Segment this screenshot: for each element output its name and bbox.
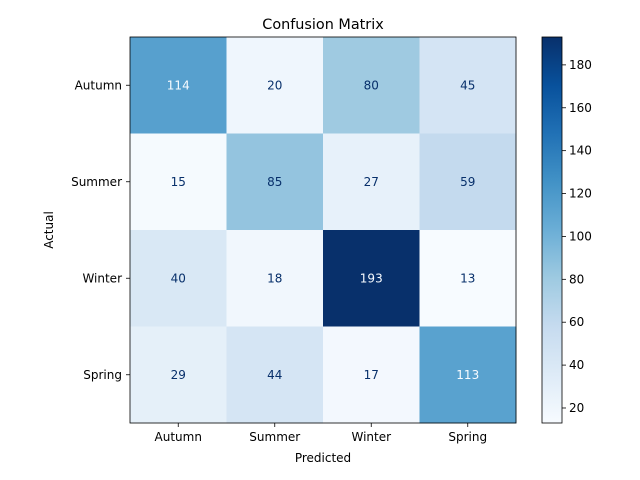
cell-value-label: 27 <box>364 175 379 189</box>
colorbar-tick-label: 20 <box>569 401 584 415</box>
colorbar <box>541 36 563 424</box>
heatmap-cell-1-3 <box>419 133 517 231</box>
cell-value-label: 113 <box>456 368 479 382</box>
cell-value-label: 59 <box>460 175 475 189</box>
colorbar-tick-label: 120 <box>569 187 592 201</box>
cell-value-label: 45 <box>460 78 475 92</box>
cell-value-label: 18 <box>267 271 282 285</box>
x-tick-label: Winter <box>351 430 391 444</box>
y-tick-label: Autumn <box>75 78 122 92</box>
y-tick-label: Spring <box>83 368 122 382</box>
heatmap-cell-labels: 114 20 80 45 15 85 27 59 40 18 193 13 29 44 17 113 <box>167 78 479 382</box>
cell-value-label: 15 <box>171 175 186 189</box>
heatmap-cell-1-2 <box>323 133 420 231</box>
colorbar-tick-label: 80 <box>569 272 584 286</box>
y-axis-label: Actual <box>42 211 56 249</box>
heatmap-cells <box>130 37 517 424</box>
heatmap-cell-0-2 <box>323 37 420 134</box>
cell-value-label: 80 <box>364 78 379 92</box>
cell-value-label: 13 <box>460 271 475 285</box>
cell-value-label: 85 <box>267 175 282 189</box>
y-axis-ticks: Autumn Summer Winter Spring <box>71 78 130 382</box>
heatmap-cell-3-3 <box>419 326 517 424</box>
heatmap-cell-3-0 <box>130 326 227 424</box>
chart-title: Confusion Matrix <box>262 17 384 33</box>
cell-value-label: 29 <box>171 368 186 382</box>
heatmap-cell-1-0 <box>130 133 227 231</box>
heatmap-cell-0-1 <box>226 37 324 134</box>
cell-value-label: 193 <box>360 271 383 285</box>
colorbar-tick-label: 100 <box>569 229 592 243</box>
heatmap-cell-2-0 <box>130 230 227 327</box>
colorbar-tick-label: 180 <box>569 58 592 72</box>
colorbar-tick-label: 140 <box>569 144 592 158</box>
cell-value-label: 20 <box>267 78 282 92</box>
colorbar-ticks: 20 40 60 80 100 120 140 160 180 <box>562 58 592 415</box>
x-tick-label: Autumn <box>155 430 202 444</box>
heatmap-cell-2-2 <box>323 230 420 327</box>
cell-value-label: 40 <box>171 271 186 285</box>
colorbar-tick-label: 60 <box>569 315 584 329</box>
colorbar-tick-label: 40 <box>569 358 584 372</box>
heatmap-cell-0-3 <box>419 37 517 134</box>
heatmap-cell-1-1 <box>226 133 324 231</box>
heatmap-cell-2-1 <box>226 230 324 327</box>
plot-frame <box>129 36 517 424</box>
heatmap-cell-3-2 <box>323 326 420 424</box>
colorbar-tick-label: 160 <box>569 101 592 115</box>
heatmap-cell-0-0 <box>130 37 227 134</box>
y-tick-label: Summer <box>71 175 122 189</box>
x-tick-label: Spring <box>448 430 487 444</box>
x-tick-label: Summer <box>249 430 300 444</box>
x-axis-label: Predicted <box>295 451 351 465</box>
x-axis-ticks: Autumn Summer Winter Spring <box>155 423 487 444</box>
cell-value-label: 17 <box>364 368 379 382</box>
y-tick-label: Winter <box>82 271 122 285</box>
heatmap-cell-3-1 <box>226 326 324 424</box>
heatmap-cell-2-3 <box>419 230 517 327</box>
cell-value-label: 44 <box>267 368 282 382</box>
cell-value-label: 114 <box>167 78 190 92</box>
